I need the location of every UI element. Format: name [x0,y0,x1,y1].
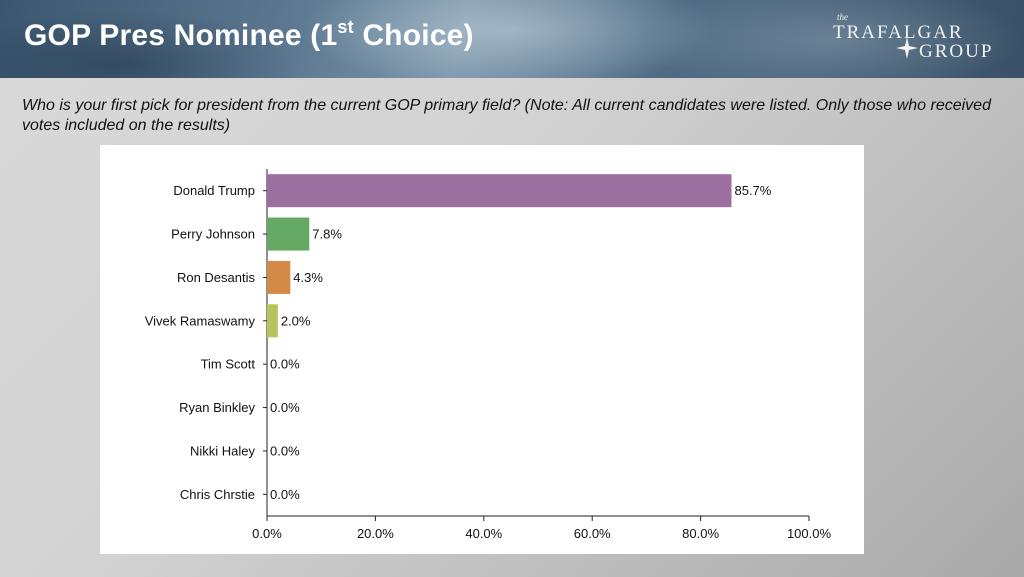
header-banner: GOP Pres Nominee (1st Choice) the TRAFAL… [0,0,1024,78]
category-label: Nikki Haley [190,443,256,458]
x-tick-label: 20.0% [357,526,394,541]
x-tick-label: 60.0% [574,526,611,541]
category-label: Donald Trump [173,183,255,198]
logo-the: the [837,12,848,22]
category-label: Tim Scott [201,357,256,372]
bar-chart: Donald Trump 85.7% Perry Johnson 7.8% Ron De… [145,169,832,541]
category-label: Ron Desantis [177,270,256,285]
page-title: GOP Pres Nominee (1st Choice) [24,17,474,52]
survey-question: Who is your first pick for president fro… [22,97,991,134]
value-label: 0.0% [270,357,300,372]
x-tick-label: 40.0% [465,526,502,541]
compass-star-icon [896,37,918,59]
category-label: Perry Johnson [171,227,255,242]
logo-line2: GROUP [919,41,994,62]
bar [267,260,291,294]
value-label: 0.0% [270,400,300,415]
chart-panel: Donald Trump 85.7% Perry Johnson 7.8% Ron De… [100,145,864,554]
cloud-decoration [300,0,720,78]
x-tick-label: 0.0% [252,526,282,541]
bar [267,174,732,208]
value-label: 0.0% [270,487,300,502]
value-label: 85.7% [734,183,771,198]
category-label: Vivek Ramaswamy [145,313,256,328]
logo-line1: TRAFALGAR [833,22,964,43]
bar [267,304,278,338]
cloud-decoration [640,0,1020,78]
trafalgar-logo: the TRAFALGAR GROUP [830,10,1010,68]
value-label: 7.8% [312,227,342,242]
value-label: 0.0% [270,443,300,458]
value-label: 4.3% [293,270,323,285]
category-label: Ryan Binkley [179,400,255,415]
x-tick-label: 80.0% [682,526,719,541]
bar [267,217,310,251]
category-label: Chris Chrstie [180,487,255,502]
x-tick-label: 100.0% [787,526,832,541]
value-label: 2.0% [281,313,311,328]
